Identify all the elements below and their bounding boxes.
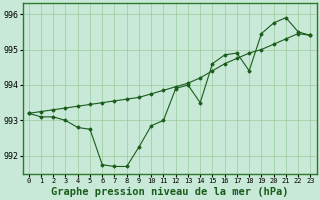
X-axis label: Graphe pression niveau de la mer (hPa): Graphe pression niveau de la mer (hPa)	[51, 186, 288, 197]
